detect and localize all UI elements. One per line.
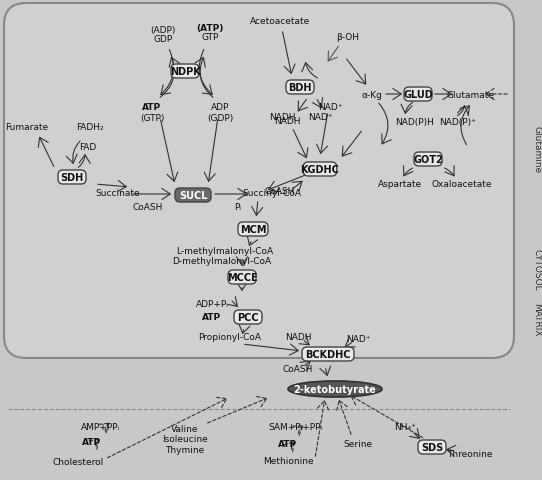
FancyBboxPatch shape: [238, 223, 268, 237]
Text: GLUD: GLUD: [403, 90, 433, 100]
Text: (ATP): (ATP): [196, 24, 224, 33]
Text: Acetoacetate: Acetoacetate: [250, 17, 310, 26]
Text: MATRIX: MATRIX: [532, 302, 541, 336]
FancyBboxPatch shape: [404, 88, 432, 102]
Text: NH₄⁺: NH₄⁺: [394, 422, 416, 432]
Text: NAD⁺: NAD⁺: [308, 113, 332, 122]
Text: FADH₂: FADH₂: [76, 123, 104, 132]
Text: ATP: ATP: [279, 440, 298, 449]
Text: 2-ketobutyrate: 2-ketobutyrate: [294, 384, 376, 394]
Text: MCM: MCM: [240, 225, 266, 235]
FancyBboxPatch shape: [4, 4, 514, 358]
Text: (GDP): (GDP): [207, 113, 233, 122]
Text: D-methylmalonyl-CoA: D-methylmalonyl-CoA: [172, 257, 272, 266]
Text: Glutamate: Glutamate: [446, 90, 494, 99]
Text: NAD(P)⁺: NAD(P)⁺: [440, 117, 476, 126]
Text: (GTP): (GTP): [140, 113, 164, 122]
Text: α-Kg: α-Kg: [362, 90, 383, 99]
Text: Fumarate: Fumarate: [5, 123, 49, 132]
FancyBboxPatch shape: [418, 440, 446, 454]
FancyBboxPatch shape: [304, 163, 337, 177]
Text: Serine: Serine: [344, 440, 372, 449]
Text: AMP+PPᵢ: AMP+PPᵢ: [80, 422, 120, 432]
Text: Aspartate: Aspartate: [378, 180, 422, 189]
Text: Threonine: Threonine: [447, 450, 493, 458]
Text: Propionyl-CoA: Propionyl-CoA: [198, 333, 261, 342]
Text: KGDHC: KGDHC: [301, 165, 339, 175]
FancyBboxPatch shape: [175, 189, 211, 203]
Text: BDH: BDH: [288, 83, 312, 93]
Text: NAD(P)H: NAD(P)H: [396, 117, 435, 126]
Text: Cholesterol: Cholesterol: [53, 457, 104, 467]
Text: GOT2: GOT2: [413, 155, 443, 165]
Text: ATP: ATP: [143, 103, 162, 112]
Text: NAD⁺: NAD⁺: [346, 335, 370, 344]
Text: CoASH: CoASH: [283, 365, 313, 374]
Text: CoASH: CoASH: [265, 187, 295, 196]
Text: BCKDHC: BCKDHC: [305, 349, 351, 359]
Text: Glutamine: Glutamine: [532, 126, 541, 173]
Text: SAM+Pᵢ+PPᵢ: SAM+Pᵢ+PPᵢ: [268, 422, 322, 432]
Text: NADH: NADH: [274, 117, 300, 126]
FancyBboxPatch shape: [286, 81, 314, 95]
Text: PCC: PCC: [237, 312, 259, 323]
Text: SDS: SDS: [421, 442, 443, 452]
Text: (ADP): (ADP): [150, 25, 176, 35]
Text: NADH: NADH: [285, 333, 311, 342]
Text: Oxaloacetate: Oxaloacetate: [432, 180, 492, 189]
Text: CYTOSOL: CYTOSOL: [532, 249, 541, 290]
Text: GTP: GTP: [201, 34, 218, 42]
Text: L-methylmalonyl-CoA: L-methylmalonyl-CoA: [177, 247, 274, 256]
FancyBboxPatch shape: [234, 311, 262, 324]
Text: ATP: ATP: [82, 438, 101, 446]
FancyBboxPatch shape: [228, 270, 256, 285]
Text: Valine
Isoleucine
Thymine: Valine Isoleucine Thymine: [162, 424, 208, 454]
Text: MCCE: MCCE: [227, 273, 257, 282]
Text: Pᵢ: Pᵢ: [235, 203, 242, 212]
FancyBboxPatch shape: [302, 347, 354, 361]
Text: β-OH: β-OH: [337, 34, 359, 42]
Text: FAD: FAD: [79, 143, 96, 152]
Text: NAD⁺: NAD⁺: [318, 103, 342, 112]
Text: ATP: ATP: [203, 313, 222, 322]
FancyBboxPatch shape: [171, 65, 199, 79]
Text: NDPK: NDPK: [170, 67, 201, 77]
Text: Succinyl-CoA: Succinyl-CoA: [242, 189, 301, 198]
FancyBboxPatch shape: [414, 153, 442, 167]
Text: SUCL: SUCL: [179, 191, 207, 201]
Text: Succinate: Succinate: [96, 189, 140, 198]
FancyBboxPatch shape: [58, 171, 86, 185]
Text: SDH: SDH: [60, 173, 83, 182]
Ellipse shape: [288, 381, 382, 397]
Text: Methionine: Methionine: [263, 456, 313, 466]
Text: ADP: ADP: [211, 103, 229, 112]
Text: GDP: GDP: [153, 36, 172, 45]
Text: CoASH: CoASH: [133, 203, 163, 212]
Text: ADP+Pᵢ: ADP+Pᵢ: [196, 300, 228, 309]
Text: NADH: NADH: [269, 113, 295, 122]
